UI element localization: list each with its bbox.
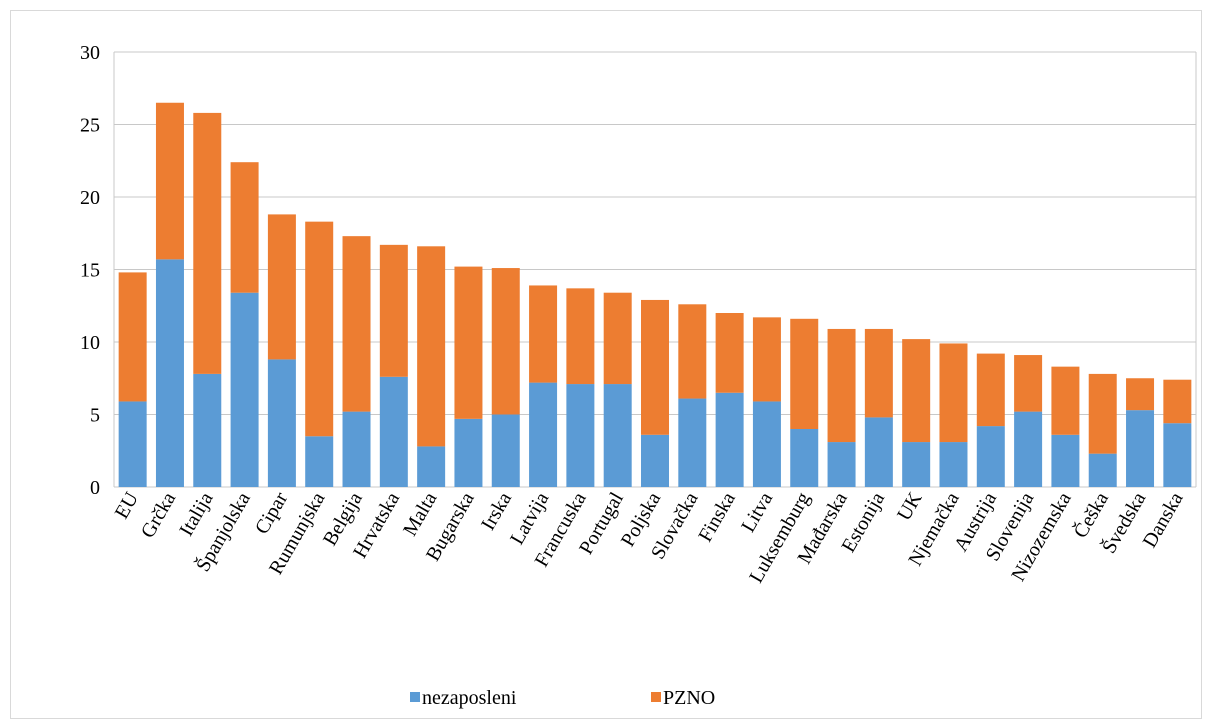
- bar-pzno-12: [566, 288, 595, 385]
- bar-nezaposleni-11: [529, 382, 558, 487]
- bar-pzno-28: [1163, 379, 1192, 424]
- bar-nezaposleni-4: [267, 359, 296, 487]
- bar-pzno-2: [193, 112, 222, 374]
- bar-pzno-21: [902, 339, 931, 443]
- y-tick-label: 30: [80, 42, 100, 64]
- y-tick-label: 0: [90, 477, 100, 499]
- bar-pzno-11: [529, 285, 558, 383]
- y-tick-label: 25: [80, 115, 100, 137]
- bar-pzno-0: [118, 272, 147, 402]
- bar-pzno-3: [230, 162, 259, 293]
- bar-pzno-25: [1051, 366, 1080, 435]
- y-tick-label: 15: [80, 260, 100, 282]
- bar-nezaposleni-27: [1126, 410, 1155, 487]
- bar-nezaposleni-22: [939, 442, 968, 487]
- legend: nezaposleni PZNO: [410, 687, 715, 709]
- bar-nezaposleni-19: [827, 442, 856, 487]
- bar-pzno-26: [1088, 373, 1117, 454]
- bar-pzno-17: [752, 317, 781, 402]
- bar-nezaposleni-14: [641, 434, 669, 487]
- y-tick-label: 20: [80, 187, 100, 209]
- bar-nezaposleni-15: [678, 398, 707, 487]
- bar-nezaposleni-21: [902, 442, 931, 487]
- bar-nezaposleni-13: [603, 384, 632, 487]
- bar-nezaposleni-5: [305, 436, 334, 487]
- bar-pzno-4: [267, 214, 296, 360]
- y-tick-label: 10: [80, 332, 100, 354]
- bar-nezaposleni-24: [1014, 411, 1043, 487]
- bar-pzno-5: [305, 221, 334, 437]
- bar-nezaposleni-9: [454, 418, 483, 487]
- bar-pzno-1: [155, 102, 184, 260]
- legend-swatch-nezaposleni: [410, 692, 420, 702]
- legend-swatch-pzno: [651, 692, 661, 702]
- bars: [118, 102, 1192, 487]
- x-category-label: EU: [111, 488, 144, 523]
- bar-pzno-20: [864, 328, 893, 418]
- bar-nezaposleni-20: [864, 417, 893, 487]
- bar-nezaposleni-12: [566, 384, 595, 487]
- bar-pzno-15: [678, 304, 707, 399]
- bar-pzno-27: [1126, 378, 1155, 411]
- bar-pzno-13: [603, 292, 632, 385]
- y-axis-ticks: 0 5 10 15 20 25 30: [80, 42, 100, 499]
- bar-nezaposleni-25: [1051, 434, 1080, 487]
- legend-label-pzno: PZNO: [663, 687, 715, 709]
- bar-nezaposleni-28: [1163, 423, 1192, 487]
- bar-nezaposleni-8: [417, 446, 446, 487]
- bar-nezaposleni-10: [491, 414, 520, 487]
- x-axis-labels: EUGrčkaItalijaŠpanjolskaCiparRumunjskaBe…: [111, 487, 1188, 586]
- bar-pzno-24: [1014, 355, 1043, 412]
- legend-label-nezaposleni: nezaposleni: [422, 687, 517, 709]
- x-category-label: Grčka: [137, 488, 181, 541]
- bar-nezaposleni-23: [976, 426, 1005, 487]
- bar-pzno-14: [641, 299, 669, 435]
- bar-pzno-7: [379, 244, 408, 377]
- bar-pzno-18: [790, 318, 819, 429]
- bar-pzno-8: [417, 246, 446, 447]
- x-category-label: Irska: [477, 488, 516, 534]
- bar-nezaposleni-1: [155, 259, 184, 487]
- bar-pzno-6: [342, 236, 371, 412]
- bar-nezaposleni-7: [379, 376, 408, 487]
- x-category-label: Finska: [694, 488, 740, 545]
- bar-pzno-22: [939, 343, 968, 443]
- y-tick-label: 5: [90, 405, 100, 427]
- bar-nezaposleni-16: [715, 392, 744, 487]
- bar-pzno-9: [454, 266, 483, 419]
- bar-pzno-19: [827, 328, 856, 443]
- bar-nezaposleni-0: [118, 401, 147, 487]
- bar-nezaposleni-6: [342, 411, 371, 487]
- bar-nezaposleni-26: [1088, 453, 1117, 487]
- bar-pzno-10: [491, 268, 520, 415]
- bar-nezaposleni-3: [230, 292, 259, 487]
- bar-nezaposleni-2: [193, 373, 222, 487]
- bar-pzno-16: [715, 313, 744, 393]
- bar-pzno-23: [976, 353, 1005, 427]
- x-category-label: UK: [893, 488, 927, 524]
- chart-frame: [10, 10, 1202, 719]
- bar-nezaposleni-17: [752, 401, 781, 487]
- bar-nezaposleni-18: [790, 429, 819, 487]
